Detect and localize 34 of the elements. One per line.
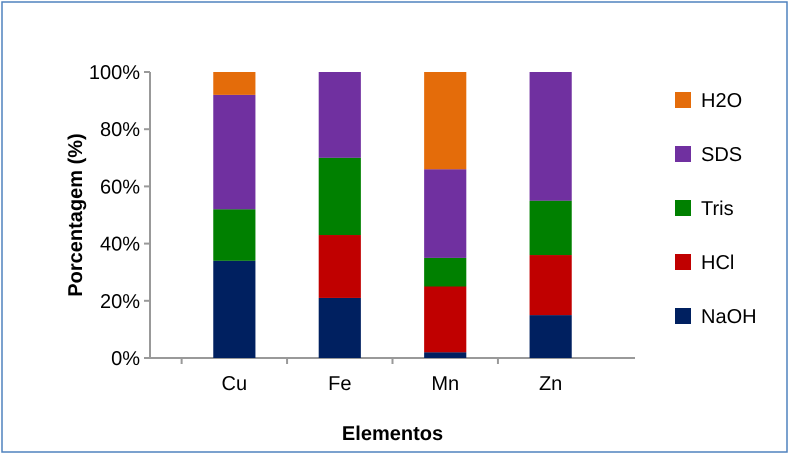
legend-label: H2O [701, 90, 742, 112]
bar [530, 255, 572, 316]
legend-label: NaOH [701, 306, 757, 328]
y-tick-label: 80% [100, 119, 140, 142]
bar [318, 235, 361, 298]
y-tick-label: 0% [111, 348, 140, 370]
legend-label: Tris [701, 198, 734, 220]
bar [318, 158, 361, 236]
bar [213, 260, 256, 358]
bar [213, 94, 256, 210]
bar [424, 169, 466, 258]
legend-label: HCl [701, 252, 734, 274]
x-axis-title: Elementos [342, 423, 444, 445]
y-tick-label: 40% [100, 234, 140, 256]
bar [318, 298, 361, 358]
legend-label: SDS [701, 144, 742, 166]
bar [318, 72, 361, 158]
bar [530, 72, 572, 201]
bar [424, 258, 466, 286]
bar [424, 72, 466, 170]
x-tick-label: Fe [328, 373, 352, 395]
bar [213, 209, 256, 261]
bar [530, 200, 572, 256]
x-tick-label: Mn [431, 373, 460, 395]
bar [213, 72, 256, 95]
bar [530, 315, 572, 358]
y-tick-label: 60% [100, 176, 140, 198]
y-axis-title: Porcentagem (%) [65, 133, 87, 297]
x-tick-label: Cu [222, 373, 248, 395]
y-tick-label: 100% [88, 62, 140, 84]
y-tick-label: 20% [100, 290, 140, 313]
x-tick-label: Zn [538, 373, 562, 395]
bar [424, 352, 466, 358]
bar [424, 286, 466, 352]
